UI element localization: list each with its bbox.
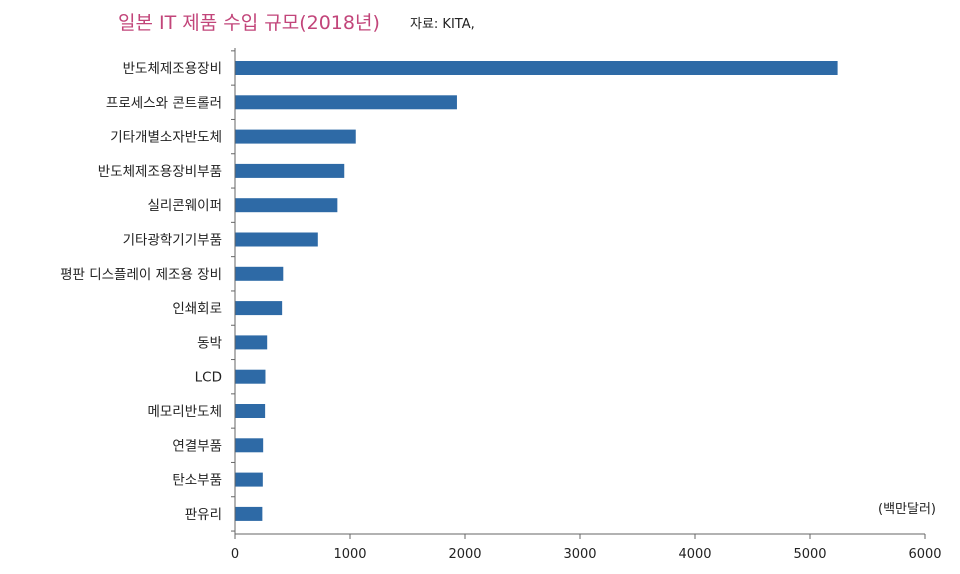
bar (235, 335, 268, 350)
category-label: 동박 (197, 335, 222, 351)
bar (235, 95, 457, 110)
bars-group (235, 61, 838, 521)
category-label: 판유리 (185, 507, 222, 523)
category-label: 인쇄회로 (172, 301, 222, 317)
category-label: 기타개별소자반도체 (110, 130, 222, 146)
chart-title: 일본 IT 제품 수입 규모(2018년) (118, 12, 380, 34)
category-label: LCD (195, 370, 222, 386)
unit-label: (백만달러) (878, 502, 936, 517)
bar (235, 369, 266, 384)
bar (235, 61, 838, 75)
bar (235, 198, 338, 213)
x-tick-label: 0 (231, 547, 239, 562)
category-label: 실리콘웨이퍼 (147, 198, 222, 214)
x-tick-label: 6000 (908, 547, 941, 562)
category-label: 평판 디스플레이 제조용 장비 (60, 267, 222, 283)
x-tick-label: 1000 (333, 547, 366, 562)
bar (235, 163, 345, 178)
category-label: 프로세스와 콘트롤러 (106, 95, 222, 111)
category-label: 반도체제조용장비부품 (98, 164, 222, 180)
bar (235, 472, 263, 487)
bar (235, 506, 263, 521)
axes-group: 0 1000 2000 3000 4000 5000 6000 (231, 48, 942, 562)
bar (235, 266, 284, 281)
category-label: 반도체제조용장비 (123, 61, 222, 77)
source-note: 자료: KITA, (410, 17, 475, 32)
bar (235, 404, 266, 418)
category-label: 연결부품 (172, 438, 222, 454)
bar (235, 232, 318, 247)
category-label: 메모리반도체 (147, 404, 222, 420)
bar (235, 129, 356, 144)
category-label: 탄소부품 (172, 473, 222, 489)
x-tick-label: 4000 (678, 547, 711, 562)
x-tick-label: 2000 (448, 547, 481, 562)
bar (235, 301, 283, 316)
bar (235, 438, 264, 453)
category-label: 기타광학기기부품 (123, 233, 222, 249)
x-tick-label: 5000 (793, 547, 826, 562)
x-tick-label: 3000 (563, 547, 596, 562)
